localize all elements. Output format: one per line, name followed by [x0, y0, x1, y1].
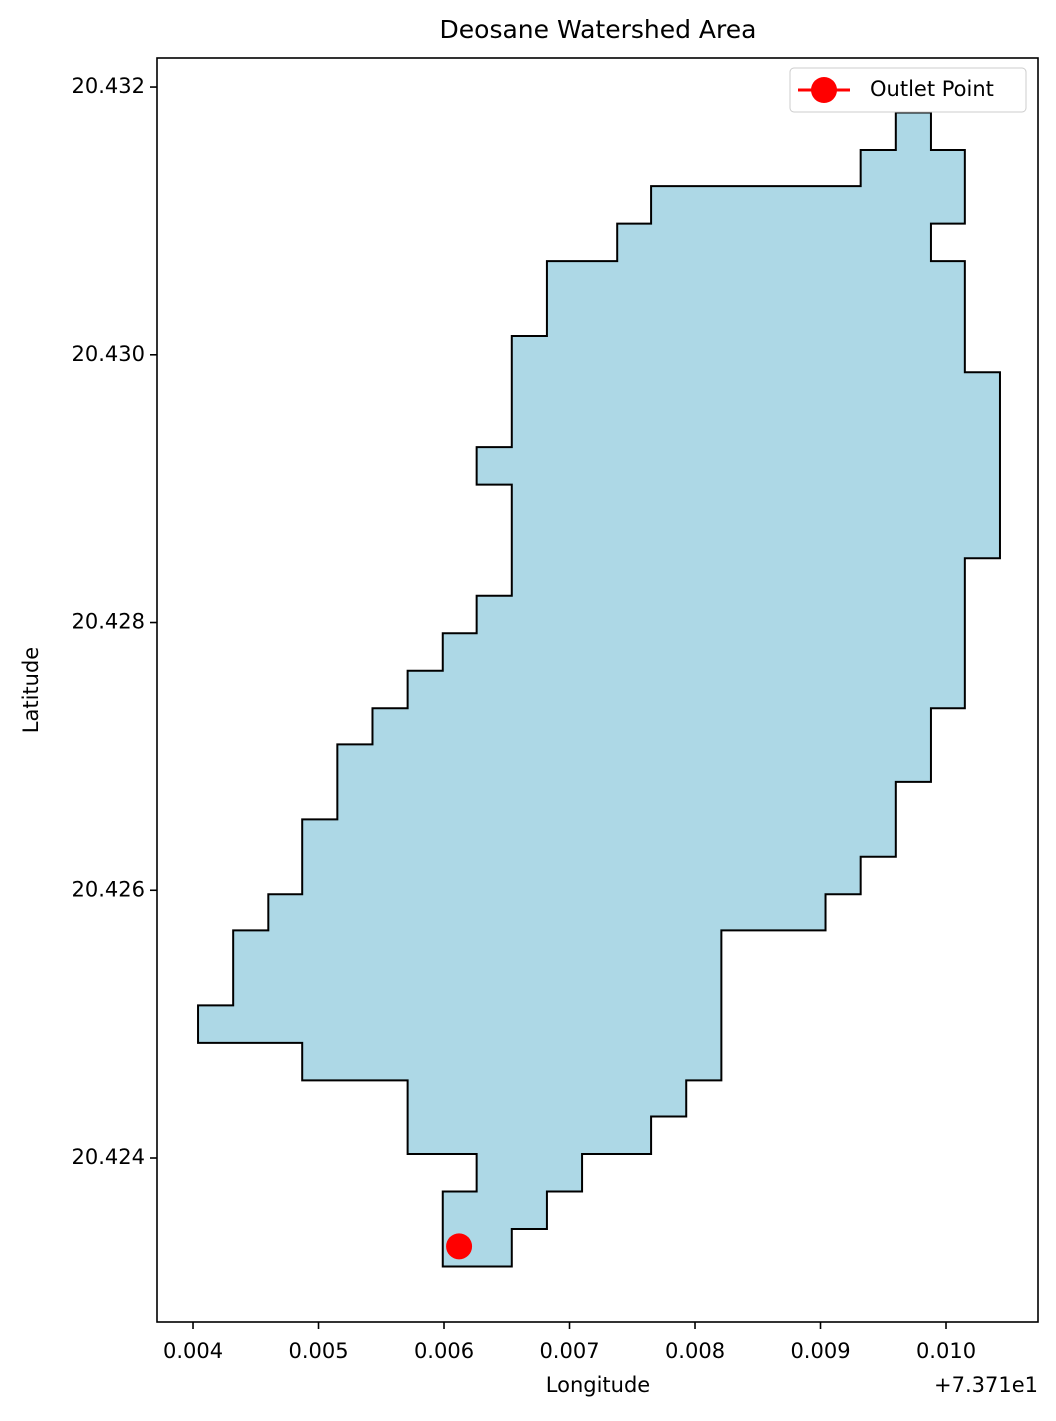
y-tick-label: 20.432 [72, 74, 145, 98]
x-tick-label: 0.009 [790, 1339, 850, 1363]
y-tick-label: 20.424 [72, 1145, 145, 1169]
watershed-area [197, 111, 1001, 1268]
legend-box [789, 67, 1027, 113]
x-tick-label: 0.005 [288, 1339, 348, 1363]
x-tick-label: 0.008 [665, 1339, 725, 1363]
y-tick-label: 20.430 [72, 342, 145, 366]
x-tick-label: 0.004 [163, 1339, 223, 1363]
y-tick-label: 20.428 [72, 610, 145, 634]
x-offset: +7.371e1 [934, 1373, 1038, 1397]
x-tick-label: 0.007 [539, 1339, 599, 1363]
axes-frame [156, 57, 1039, 1323]
chart-title: Deosane Watershed Area [440, 15, 757, 44]
legend-marker [811, 77, 837, 103]
y-tick-label: 20.426 [72, 877, 145, 901]
y-axis-label: Latitude [19, 647, 43, 733]
outlet-point [446, 1233, 473, 1260]
x-tick-label: 0.006 [414, 1339, 474, 1363]
x-tick-label: 0.010 [916, 1339, 976, 1363]
x-axis-label: Longitude [546, 1373, 650, 1397]
legend-label: Outlet Point [870, 77, 994, 101]
